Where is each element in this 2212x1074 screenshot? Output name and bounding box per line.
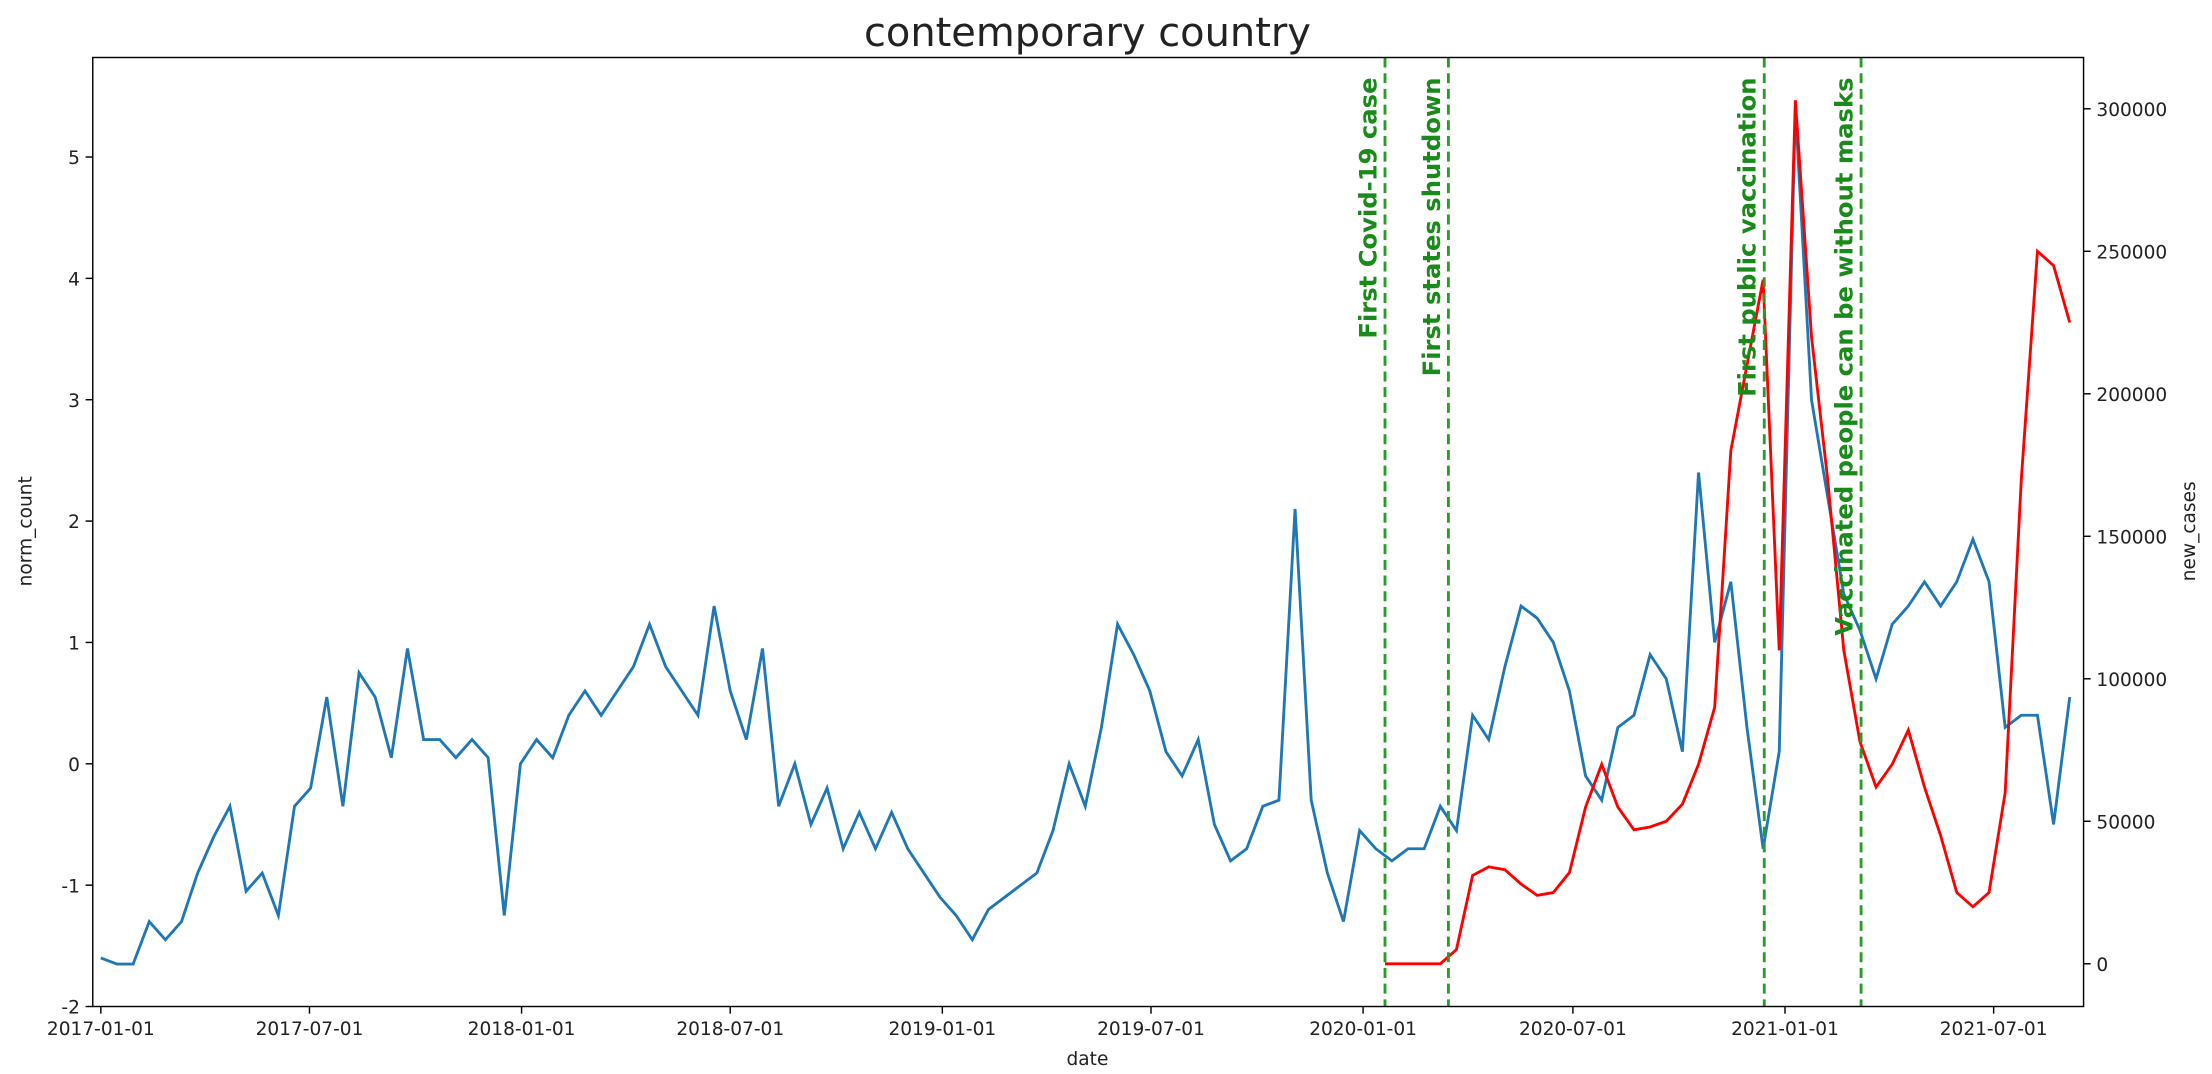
y2-tick-label: 150000 [2096,527,2167,548]
y-tick-label: 3 [68,391,80,412]
y-tick-label: 5 [68,148,80,169]
event-label: Vaccinated people can be without masks [1830,77,1859,635]
event-label: First public vaccination [1733,77,1762,396]
y2-tick-label: 0 [2096,955,2108,976]
x-tick-label: 2018-01-01 [468,1019,576,1040]
x-tick-label: 2019-01-01 [888,1019,996,1040]
chart-title: contemporary country [864,10,1311,56]
y-tick-label: 4 [68,270,80,291]
y2-axis-label: new_cases [2179,481,2200,581]
y-tick-label: 0 [68,755,80,776]
data-line [100,108,2072,966]
event-label: First Covid-19 case [1353,77,1382,338]
y-tick-label: -2 [61,998,80,1019]
event-label: First states shutdown [1417,77,1446,376]
y2-tick-label: 250000 [2096,242,2167,263]
y2-tick-label: 100000 [2096,670,2167,691]
data-line [1384,100,2072,966]
y-axis-label: norm_count [15,476,36,586]
x-tick-label: 2019-07-01 [1097,1019,1205,1040]
x-tick-label: 2020-07-01 [1519,1019,1627,1040]
x-tick-label: 2018-07-01 [676,1019,784,1040]
x-axis-label: date [1067,1049,1109,1070]
y-tick-label: 2 [68,512,80,533]
x-tick-label: 2021-07-01 [1940,1019,2048,1040]
y2-tick-label: 200000 [2096,385,2167,406]
y-tick-label: 1 [68,634,80,655]
x-tick-label: 2017-01-01 [47,1019,155,1040]
y-tick-label: -1 [61,876,80,897]
plot-frame [92,56,2085,1008]
x-tick-label: 2021-01-01 [1731,1019,1839,1040]
x-tick-label: 2020-01-01 [1309,1019,1417,1040]
x-tick-label: 2017-07-01 [256,1019,364,1040]
y2-tick-label: 50000 [2096,812,2155,833]
y2-tick-label: 300000 [2096,100,2167,121]
